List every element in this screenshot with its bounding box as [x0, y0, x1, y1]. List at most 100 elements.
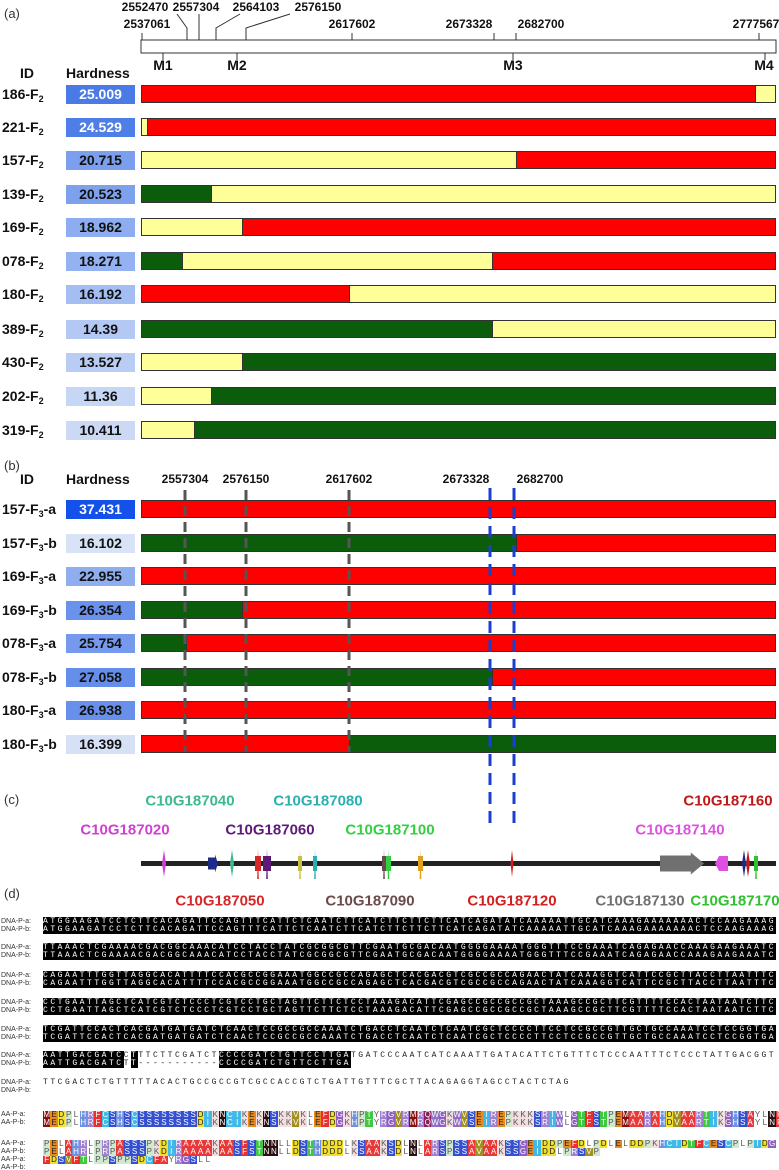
residue: R [570, 1147, 578, 1156]
genotype-segment-Y [142, 119, 147, 135]
residue: L [343, 1147, 351, 1156]
row-id-text: 169-F [2, 219, 39, 235]
residue: S [160, 1110, 168, 1119]
residue: A [629, 1110, 637, 1119]
marker-label: M3 [503, 57, 523, 73]
residue: D [321, 1139, 329, 1148]
residue: P [592, 1147, 600, 1156]
residue: R [174, 1155, 183, 1164]
sequence-label: AA-P-b: [1, 1164, 26, 1170]
residue: V [460, 1118, 469, 1127]
residue: A [204, 1139, 212, 1148]
residue: S [189, 1110, 197, 1119]
residue: L [72, 1110, 80, 1119]
residue: A [636, 1118, 644, 1127]
residue: C [724, 1139, 732, 1148]
residue: D [680, 1139, 688, 1148]
residue: R [101, 1139, 109, 1148]
residue: E [248, 1118, 256, 1127]
leader-line [176, 13, 188, 40]
residue: L [739, 1139, 747, 1148]
gene-c10g187100 [386, 848, 391, 879]
residue: D [541, 1139, 549, 1148]
residue: S [453, 1147, 461, 1156]
residue: A [680, 1118, 688, 1127]
residue: D [328, 1139, 337, 1148]
row-id-subscript: 2 [38, 94, 44, 104]
residue: D [196, 1118, 205, 1127]
residue: R [86, 1118, 95, 1127]
leader-line [215, 13, 241, 40]
residue: K [526, 1110, 534, 1119]
residue: I [482, 1119, 491, 1127]
row-id-subscript: 2 [38, 127, 44, 137]
residue: S [138, 1110, 146, 1119]
residue: R [541, 1118, 549, 1127]
gene-label: C10G187050 [175, 892, 265, 910]
residue: F [321, 1118, 329, 1127]
genotype-segment-R [242, 219, 775, 235]
residue: R [431, 1147, 439, 1156]
residue: C [130, 1110, 139, 1119]
residue: L [204, 1155, 212, 1164]
row-id-suffix: -b [43, 736, 57, 752]
residue: L [416, 1139, 425, 1148]
residue: K [211, 1147, 219, 1156]
residue: F [240, 1147, 249, 1156]
genotype-segment-Y [492, 321, 775, 337]
residue: N [270, 1147, 278, 1156]
residue: L [284, 1139, 293, 1148]
sequence-label: DNA-P-b: [1, 1007, 31, 1014]
residue: S [533, 1118, 542, 1127]
hardness-value: 16.102 [66, 534, 135, 553]
residue: K [497, 1147, 505, 1156]
residue: P [643, 1139, 652, 1148]
residue: H [314, 1147, 322, 1156]
residue: M [409, 1118, 417, 1127]
row-id: 139-F2 [2, 185, 44, 204]
residue: T [687, 1139, 696, 1148]
protein-sequence-a: ME D P L H R F C S H S C S S S S S S S S D I K N C I K E K N S K K V K L E F D… [43, 1111, 779, 1120]
row-id-text: 319-F [2, 422, 39, 438]
residue: N [218, 1110, 227, 1119]
residue: A [651, 1118, 659, 1127]
residue: P [64, 1118, 73, 1127]
residue: A [365, 1139, 373, 1148]
residue: K [497, 1139, 505, 1148]
residue: K [717, 1110, 725, 1119]
residue: P [145, 1147, 153, 1156]
residue: I [533, 1140, 542, 1148]
residue: R [79, 1139, 87, 1148]
gene-label: C10G187170 [690, 892, 779, 910]
row-id: 169-F3-b [2, 601, 57, 620]
protein-sequence-b: ME D P L H R F C S H S C S S S S S S S S D I K N C I K E K N S K K V K L E F D… [43, 1119, 779, 1128]
residue: K [277, 1110, 285, 1119]
residue: D [548, 1139, 556, 1148]
residue: F [695, 1139, 703, 1148]
sequence-label: AA-P-a: [1, 1140, 26, 1147]
row-id: 221-F2 [2, 118, 44, 137]
gene-c10g187170 [754, 848, 758, 879]
residue: E [475, 1110, 483, 1119]
residue: A [490, 1147, 498, 1156]
residue: D [196, 1110, 205, 1119]
residue: D [761, 1139, 769, 1148]
residue: I [548, 1119, 556, 1127]
residue: H [72, 1139, 80, 1148]
row-id-subscript: 2 [38, 294, 44, 304]
residue: D [577, 1139, 586, 1148]
residue: K [380, 1139, 388, 1148]
residue: L [402, 1139, 410, 1148]
panel-d-label: (d) [4, 886, 20, 901]
residue: D [328, 1110, 337, 1119]
sequence-label: DNA-P-b: [1, 1034, 31, 1041]
residue: K [512, 1110, 520, 1119]
hardness-value: 11.36 [66, 387, 135, 406]
residue: S [174, 1110, 183, 1119]
residue: A [116, 1139, 124, 1148]
residue: H [658, 1110, 666, 1119]
residue: Y [167, 1155, 175, 1164]
residue: R [402, 1118, 410, 1127]
residue: S [248, 1147, 256, 1156]
dna-sequence-a: CAGAATTTGGTTAGGCACATTTTCCACGCCGGAAATGGCC… [43, 971, 777, 980]
